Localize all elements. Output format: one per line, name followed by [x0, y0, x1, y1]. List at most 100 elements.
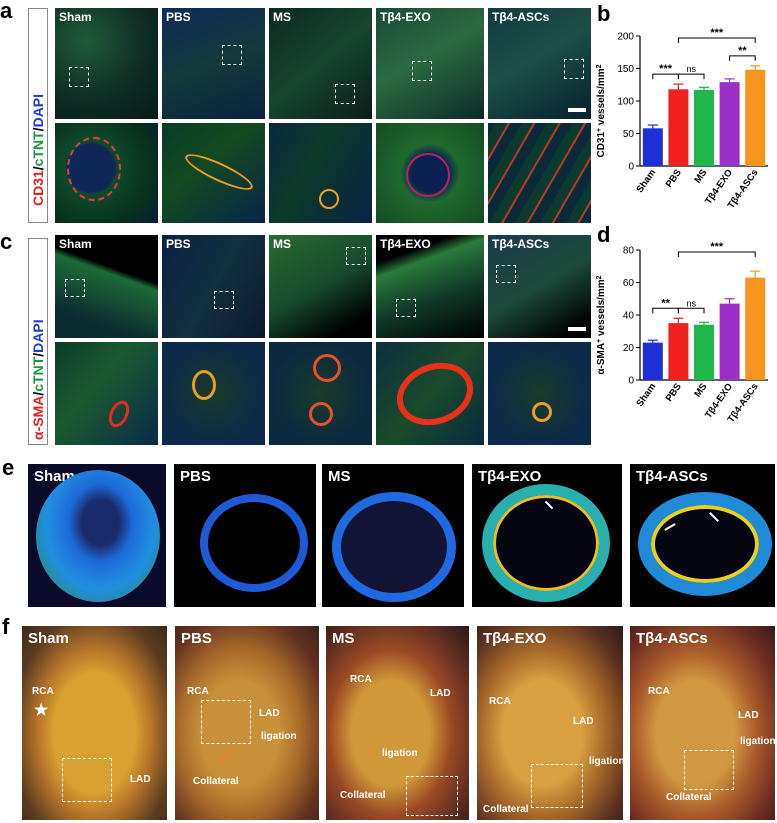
heart-section	[332, 492, 456, 602]
panel-c-exo-zoom	[376, 342, 484, 445]
zoom-box	[201, 700, 251, 744]
stain-label-c: α-SMA/cTNT/DAPI	[30, 319, 46, 440]
ligation-label: ligation	[740, 736, 775, 747]
significance-bracket	[677, 307, 705, 314]
lad-label: LAD	[430, 688, 451, 699]
panel-c-sham-label: Sham	[59, 237, 92, 251]
panel-f-ms-label: MS	[332, 630, 355, 647]
y-tick-label: 40	[623, 311, 635, 322]
panel-e-ms: MS	[322, 464, 464, 607]
zoom-box	[396, 299, 416, 317]
panel-a-exo-label: Tβ4-EXO	[380, 10, 431, 24]
panel-e-ascs: Tβ4-ASCs	[630, 464, 775, 607]
lad-label: LAD	[259, 708, 280, 719]
y-tick-label: 50	[623, 129, 635, 140]
ligation-label: ligation	[589, 756, 623, 767]
panel-a-pbs-label: PBS	[166, 10, 191, 24]
vessel	[532, 402, 552, 422]
vessel	[181, 148, 257, 196]
panel-a-ascs-zoom	[488, 123, 591, 223]
panel-c-exo-label: Tβ4-EXO	[380, 237, 431, 251]
panel-f-pbs: PBS RCA LAD ligation Collateral	[175, 626, 319, 820]
y-tick-label: 0	[628, 376, 634, 387]
vessel	[313, 354, 341, 382]
significance-label: ***	[710, 241, 724, 253]
y-axis-label: α-SMA+ vessels/mm2	[596, 275, 608, 374]
panel-a-sham-zoom	[55, 123, 158, 223]
stain-c-sep2: /	[30, 352, 46, 357]
bar-1	[668, 323, 689, 380]
x-tick-label: PBS	[664, 381, 684, 403]
panel-f-ms: MS RCA LAD ligation Collateral	[326, 626, 469, 820]
significance-label: ***	[710, 27, 724, 39]
panel-a-ascs-label: Tβ4-ASCs	[492, 10, 550, 24]
panel-a-ms-zoom	[269, 123, 372, 223]
zoom-box	[531, 764, 583, 808]
panel-c-ms-overview: MS	[269, 235, 372, 338]
y-tick-label: 80	[623, 246, 635, 257]
panel-a-exo-zoom	[376, 123, 484, 223]
vessel	[192, 370, 216, 400]
zoom-box	[65, 279, 85, 297]
bar-3	[719, 82, 740, 166]
zoom-box	[335, 84, 355, 104]
stain-a-green: cTNT	[30, 131, 46, 167]
zoom-box	[406, 776, 458, 816]
y-tick-label: 150	[617, 64, 634, 75]
panel-c-pbs-overview: PBS	[162, 235, 265, 338]
vessel	[319, 189, 339, 209]
heart-section	[638, 492, 772, 596]
zoom-box	[62, 758, 112, 802]
scale-bar	[568, 108, 586, 112]
x-tick-label: MS	[692, 381, 709, 399]
significance-bracket	[677, 37, 756, 43]
panel-a-sham-overview: Sham	[55, 8, 158, 119]
panel-e-exo-label: Tβ4-EXO	[478, 468, 542, 485]
collateral-label: Collateral	[340, 790, 386, 801]
stain-a-sep2: /	[30, 127, 46, 132]
rca-label: RCA	[648, 686, 670, 697]
collateral-arrow	[218, 748, 234, 763]
panel-f-ascs: Tβ4-ASCs RCA LAD ligation Collateral	[630, 626, 775, 820]
bar-0	[642, 342, 663, 380]
vessel	[104, 397, 134, 431]
heart-section	[200, 494, 308, 592]
panel-e-sham: Sham	[28, 464, 166, 607]
rca-label: RCA	[489, 696, 511, 707]
panel-c-exo-overview: Tβ4-EXO	[376, 235, 484, 338]
y-tick-label: 200	[617, 32, 634, 43]
stain-a-red: CD31	[30, 170, 46, 206]
zoom-box	[412, 61, 432, 81]
panel-a-pbs-overview: PBS	[162, 8, 265, 119]
panel-c-sham-overview: Sham	[55, 235, 158, 338]
y-tick-label: 0	[628, 162, 634, 173]
scale-bar	[568, 327, 586, 331]
significance-label: ns	[686, 298, 696, 308]
zoom-box	[346, 247, 366, 265]
panel-c-pbs-label: PBS	[166, 237, 191, 251]
panel-f-exo: Tβ4-EXO RCA LAD ligation Collateral	[477, 626, 623, 820]
panel-c-sham-zoom	[55, 342, 158, 445]
panel-e-ascs-label: Tβ4-ASCs	[636, 468, 708, 485]
panel-c-pbs-zoom	[162, 342, 265, 445]
panel-f-pbs-label: PBS	[181, 630, 212, 647]
stain-a-blue: DAPI	[30, 93, 46, 128]
x-tick-label: Sham	[634, 381, 658, 409]
panel-a-pbs-zoom	[162, 123, 265, 223]
lad-label: LAD	[738, 710, 759, 721]
significance-label: **	[661, 297, 670, 309]
panel-f-exo-label: Tβ4-EXO	[483, 630, 547, 647]
y-tick-label: 60	[623, 278, 635, 289]
bar-2	[694, 89, 714, 166]
heart-section	[36, 470, 160, 602]
x-tick-label: MS	[692, 167, 709, 185]
rca-label: RCA	[32, 686, 54, 697]
bar-4	[745, 277, 766, 380]
panel-e-pbs: PBS	[174, 464, 316, 607]
panel-e-pbs-label: PBS	[180, 468, 211, 485]
stain-a-sep1: /	[30, 166, 46, 171]
bar-0	[642, 128, 663, 166]
bar-2	[694, 324, 714, 380]
